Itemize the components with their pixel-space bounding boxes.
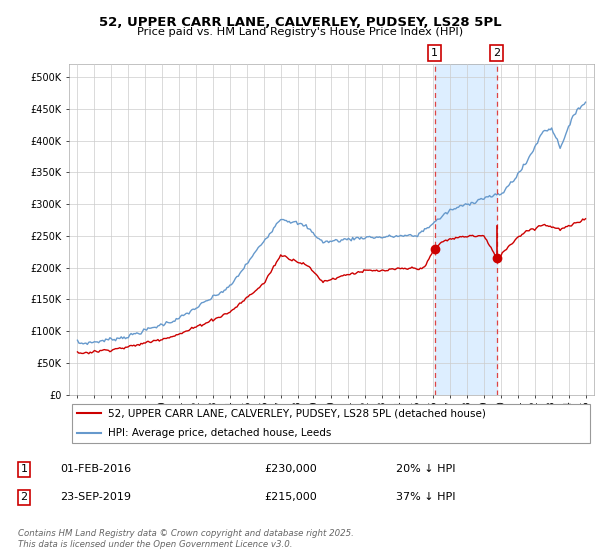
Text: 37% ↓ HPI: 37% ↓ HPI xyxy=(396,492,455,502)
Text: 1: 1 xyxy=(431,48,438,58)
Text: 2: 2 xyxy=(20,492,28,502)
Text: £230,000: £230,000 xyxy=(264,464,317,474)
Text: 01-FEB-2016: 01-FEB-2016 xyxy=(60,464,131,474)
Text: 2: 2 xyxy=(493,48,500,58)
Text: 52, UPPER CARR LANE, CALVERLEY, PUDSEY, LS28 5PL (detached house): 52, UPPER CARR LANE, CALVERLEY, PUDSEY, … xyxy=(109,408,486,418)
Bar xyxy=(434,64,497,395)
Text: 23-SEP-2019: 23-SEP-2019 xyxy=(60,492,131,502)
Text: HPI: Average price, detached house, Leeds: HPI: Average price, detached house, Leed… xyxy=(109,428,332,438)
Text: Contains HM Land Registry data © Crown copyright and database right 2025.
This d: Contains HM Land Registry data © Crown c… xyxy=(18,529,354,549)
FancyBboxPatch shape xyxy=(71,404,590,443)
Text: £215,000: £215,000 xyxy=(264,492,317,502)
Text: 52, UPPER CARR LANE, CALVERLEY, PUDSEY, LS28 5PL: 52, UPPER CARR LANE, CALVERLEY, PUDSEY, … xyxy=(98,16,502,29)
Text: 20% ↓ HPI: 20% ↓ HPI xyxy=(396,464,455,474)
Text: 1: 1 xyxy=(20,464,28,474)
Text: Price paid vs. HM Land Registry's House Price Index (HPI): Price paid vs. HM Land Registry's House … xyxy=(137,27,463,37)
